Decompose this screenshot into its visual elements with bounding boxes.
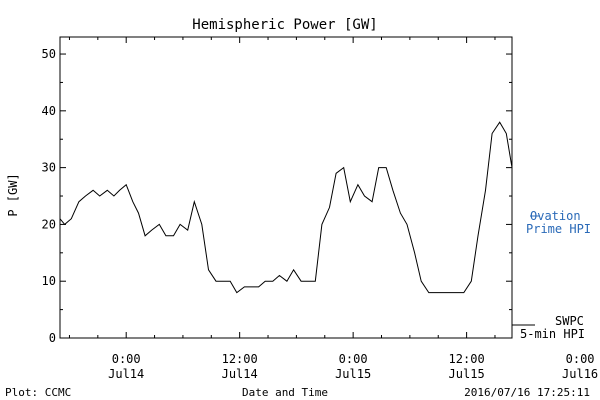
- y-tick-label: 30: [42, 161, 56, 175]
- x-tick-time: 12:00: [222, 352, 258, 366]
- x-tick-date: Jul14: [222, 367, 258, 381]
- x-tick-time: 0:00: [566, 352, 595, 366]
- x-tick-date: Jul15: [449, 367, 485, 381]
- y-tick-label: 20: [42, 217, 56, 231]
- x-tick-time: 0:00: [112, 352, 141, 366]
- y-axis-label: P [GW]: [6, 173, 20, 216]
- x-tick-time: 12:00: [449, 352, 485, 366]
- x-tick-date: Jul15: [335, 367, 371, 381]
- y-tick-label: 0: [49, 331, 56, 345]
- chart-title: Hemispheric Power [GW]: [192, 17, 377, 33]
- legend-swpc-line1: SWPC: [555, 314, 584, 328]
- y-tick-label: 50: [42, 47, 56, 61]
- x-axis-label: Date and Time: [242, 386, 328, 399]
- footer-right: 2016/07/16 17:25:11: [464, 386, 590, 399]
- series-line-0: [60, 121, 512, 294]
- y-ticks: 0 10 20 30 40 50: [42, 47, 512, 345]
- legend-swpc-line2: 5-min HPI: [520, 327, 585, 341]
- series-group: [60, 121, 512, 294]
- x-tick-date: Jul14: [108, 367, 144, 381]
- x-tick-time: 0:00: [339, 352, 368, 366]
- legend-ovation-line2: Prime HPI: [526, 222, 591, 236]
- x-ticks: 0:00Jul1412:00Jul140:00Jul1512:00Jul150:…: [68, 37, 598, 381]
- x-tick-date: Jul16: [562, 367, 598, 381]
- footer-left: Plot: CCMC: [5, 386, 71, 399]
- y-tick-label: 40: [42, 104, 56, 118]
- plot-frame: [59, 36, 513, 339]
- legend-ovation-line1: Ovation: [530, 209, 581, 223]
- legend: Ovation Prime HPI SWPC 5-min HPI: [512, 209, 591, 341]
- y-tick-label: 10: [42, 274, 56, 288]
